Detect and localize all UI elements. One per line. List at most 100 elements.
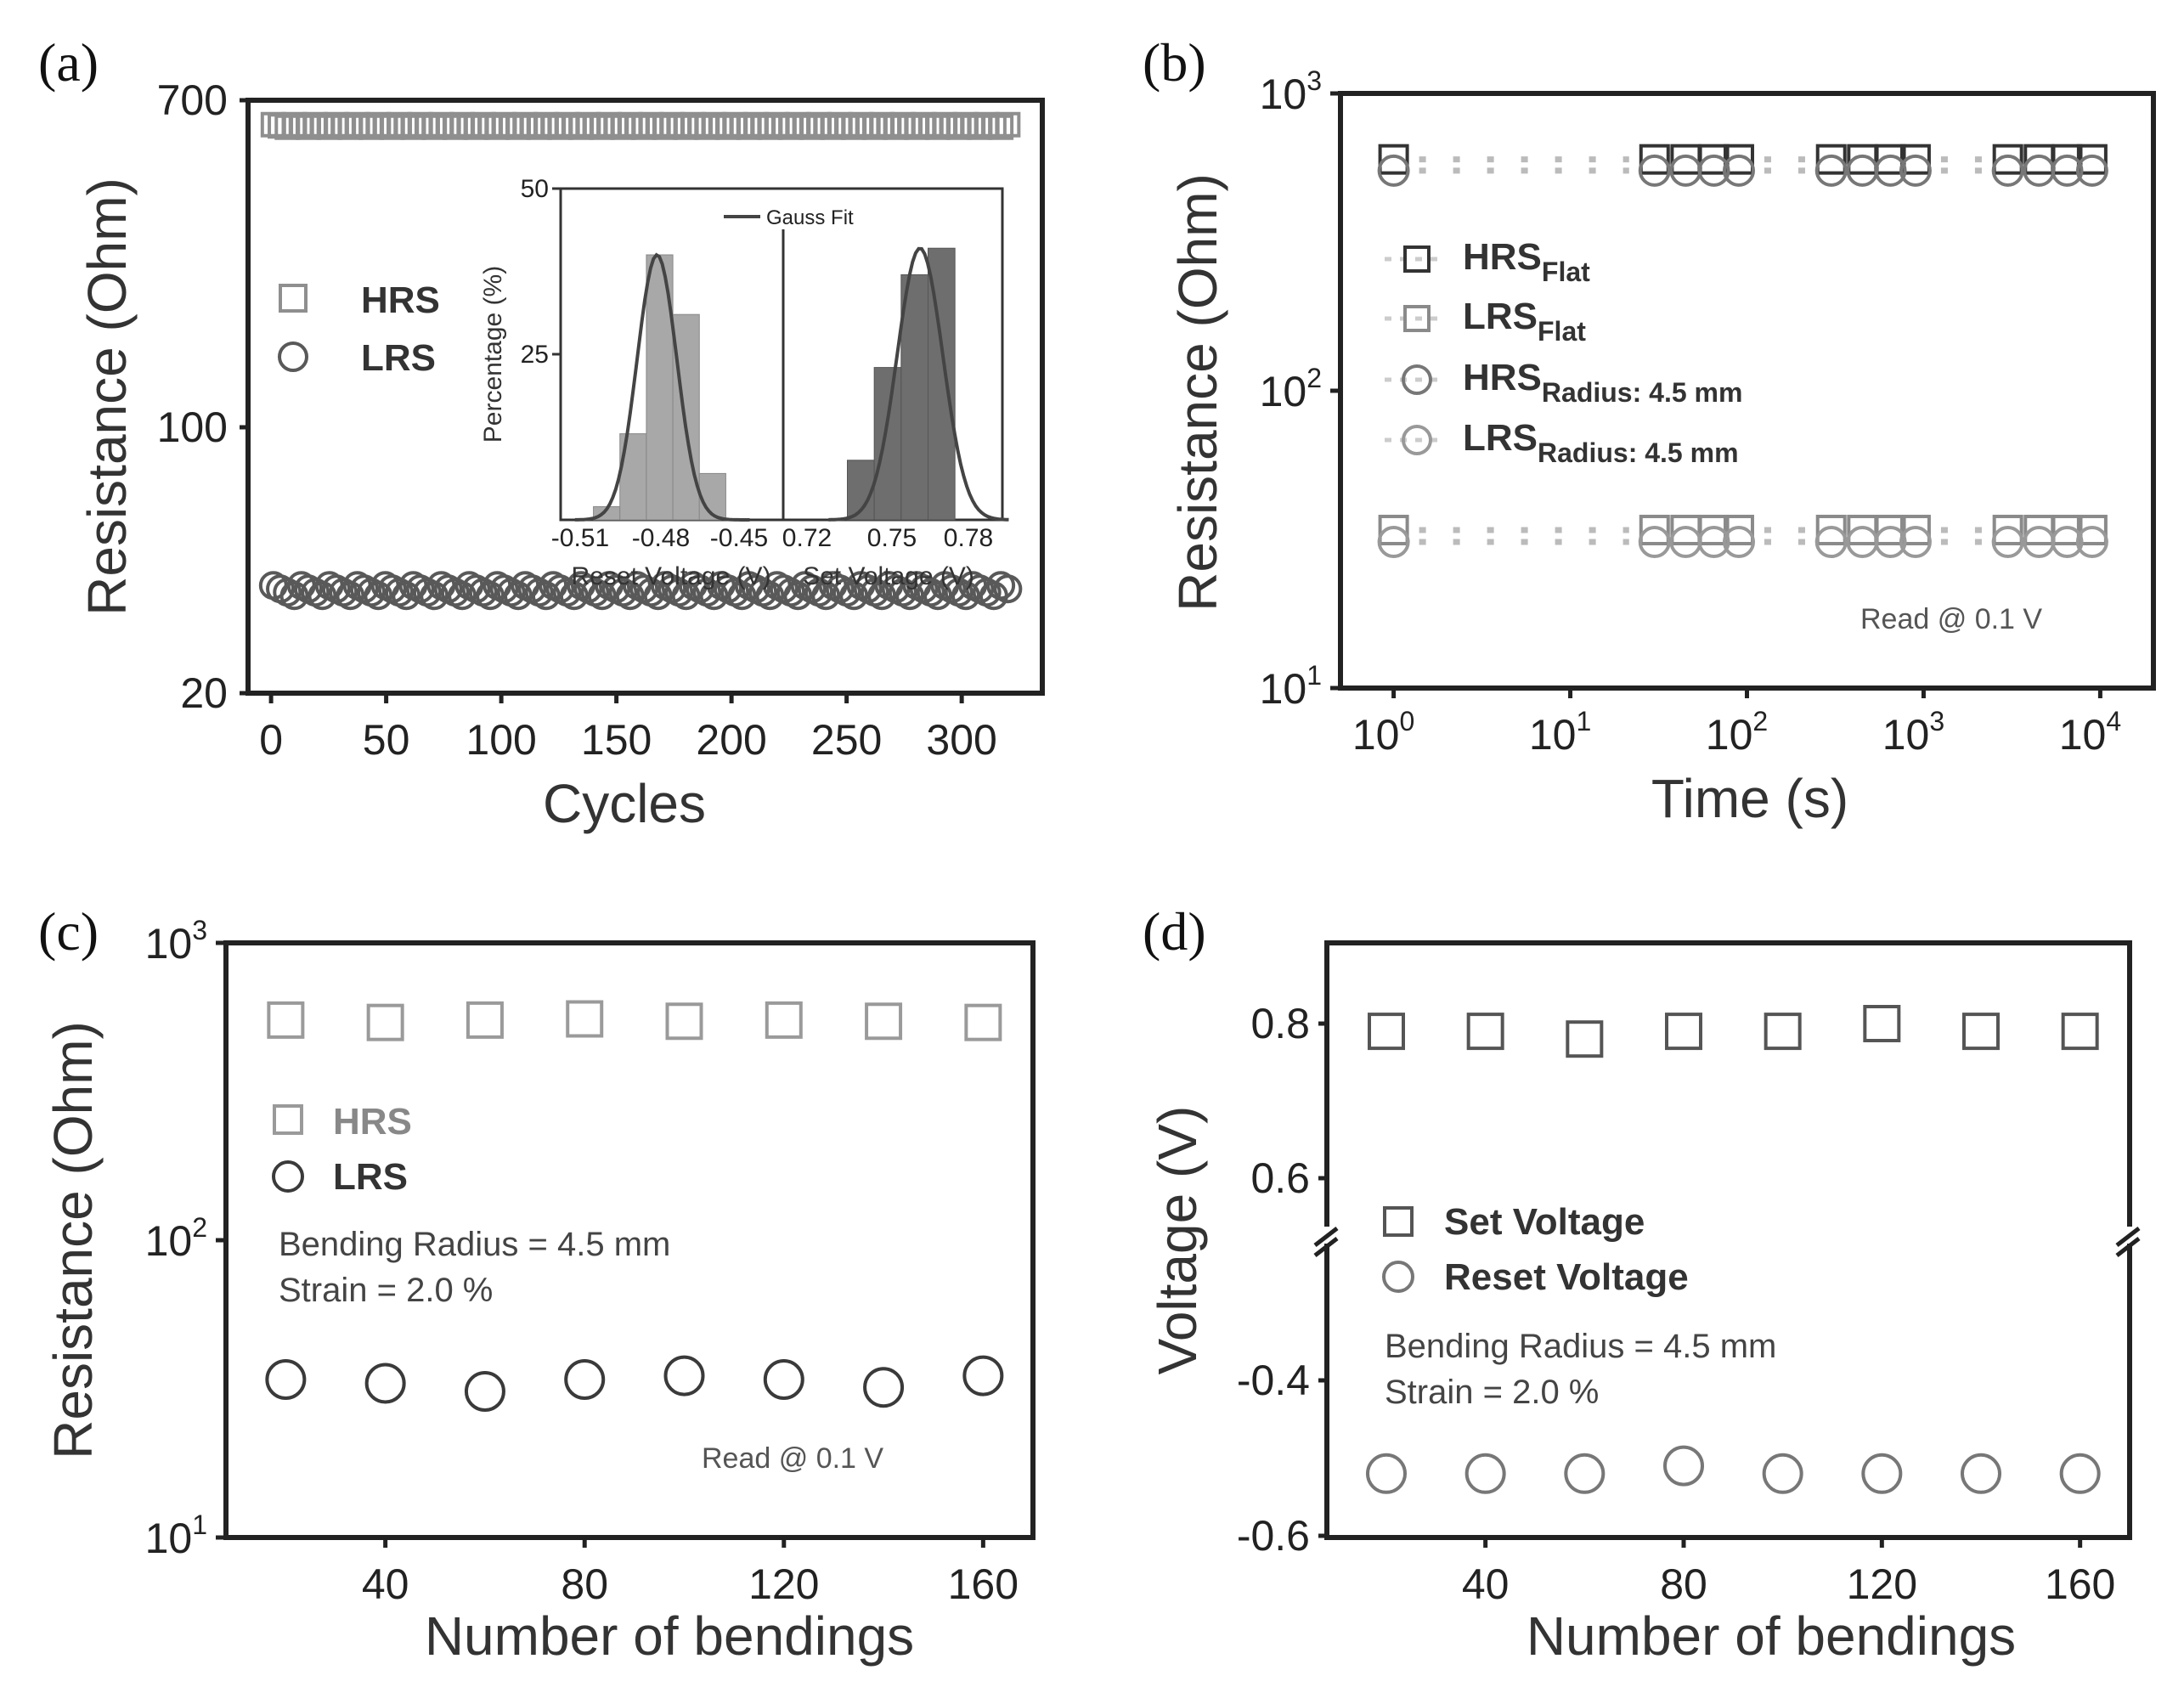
data-marker <box>1377 526 1410 559</box>
inset-xtick-label: 0.78 <box>944 524 993 552</box>
panel-a-xticks: 0 50 100 150 200 250 300 <box>259 693 997 764</box>
legend-circle-marker <box>1382 1261 1414 1293</box>
panel-a-legend: HRS LRS <box>278 279 440 379</box>
xtick-label: 100 <box>1352 706 1414 759</box>
inset-xtick-label: -0.51 <box>551 524 609 552</box>
hrs-marker <box>466 1001 504 1039</box>
xtick-label: 103 <box>1882 706 1944 759</box>
panel-c-bending-radius: Bending Radius = 4.5 mm <box>279 1226 670 1263</box>
xtick-label: 150 <box>581 716 652 764</box>
ytick-label: 0.6 <box>1250 1154 1310 1202</box>
xtick-label: 160 <box>948 1560 1019 1608</box>
reset-voltage-marker <box>1861 1453 1903 1494</box>
ytick-label: 20 <box>180 669 228 717</box>
panel-c-series <box>265 1000 1004 1413</box>
panel-c-read-annotation: Read @ 0.1 V <box>702 1442 883 1475</box>
data-marker <box>1377 154 1410 187</box>
xtick-label: 104 <box>2059 706 2121 759</box>
panel-d-series <box>1366 1005 2101 1494</box>
legend-marker <box>1402 425 1432 455</box>
panel-label-d: (d) <box>1143 901 1206 962</box>
legend-label: LRSRadius: 4.5 mm <box>1463 417 1739 468</box>
data-marker <box>2051 514 2083 545</box>
xtick-label: 120 <box>1847 1560 1917 1608</box>
data-marker <box>1815 514 1847 545</box>
data-marker <box>1638 526 1671 559</box>
legend-label: HRSRadius: 4.5 mm <box>1463 357 1742 408</box>
set-voltage-marker <box>1764 1013 1802 1051</box>
data-marker <box>1639 514 1670 545</box>
hrs-marker <box>665 1002 703 1041</box>
inset-gauss-fits <box>574 246 1009 522</box>
panel-b-xlabel: Time (s) <box>1651 768 1848 829</box>
data-marker <box>1874 154 1907 187</box>
data-marker <box>1723 514 1754 545</box>
data-marker <box>1638 154 1671 187</box>
lrs-marker <box>863 1367 905 1408</box>
lrs-marker <box>364 1363 406 1404</box>
hrs-marker <box>964 1003 1002 1041</box>
panel-b-connectors <box>1419 156 1983 545</box>
set-gauss-fit <box>828 246 1009 522</box>
ytick-label: 100 <box>157 403 228 451</box>
panel-b-series <box>1377 144 2108 559</box>
set-histogram-bar <box>900 274 929 521</box>
panel-c: (c) 101 102 103 40 80 120 160 Number of bendi… <box>38 901 1036 1667</box>
set-voltage-marker <box>1665 1013 1702 1051</box>
reset-voltage-marker <box>1663 1445 1704 1487</box>
panel-b-read-annotation: Read @ 0.1 V <box>1860 603 2042 635</box>
reset-gauss-fit <box>574 252 750 522</box>
set-voltage-marker <box>1566 1020 1604 1058</box>
data-marker <box>1899 154 1932 187</box>
data-marker <box>1875 514 1906 545</box>
panel-d-xlabel: Number of bendings <box>1527 1605 2016 1667</box>
ytick-label: 102 <box>145 1212 207 1265</box>
inset-bars <box>593 247 956 521</box>
data-marker <box>1992 514 2023 545</box>
legend-square-marker <box>279 284 308 313</box>
xtick-label: 200 <box>696 716 766 764</box>
panel-d: (d) 0.8 0.6 -0.4 -0.6 40 80 120 160 Number … <box>1143 901 2142 1667</box>
data-marker <box>1698 514 1730 545</box>
data-marker <box>1378 514 1409 545</box>
panel-b-legend: HRSFlat LRSFlat HRSRadius: 4.5 mm LRSRadius… <box>1385 236 1742 468</box>
xtick-label: 0 <box>259 716 283 764</box>
hrs-marker <box>988 114 1014 140</box>
panel-a: (a) 700 100 20 0 50 100 150 200 250 300 Cycles… <box>38 32 1045 834</box>
panel-a-yticks: 700 100 20 <box>157 76 248 717</box>
reset-voltage-marker <box>1366 1453 1407 1494</box>
xtick-label: 300 <box>926 716 996 764</box>
data-marker <box>1899 526 1932 559</box>
data-marker <box>1991 526 2024 559</box>
panel-c-strain: Strain = 2.0 % <box>279 1272 493 1309</box>
reset-voltage-marker <box>1564 1453 1606 1494</box>
panel-a-xlabel: Cycles <box>543 773 706 834</box>
panel-a-hrs-series <box>260 111 1021 140</box>
ytick-label: 103 <box>1260 65 1322 118</box>
xtick-label: 80 <box>1660 1560 1707 1608</box>
reset-voltage-marker <box>1464 1453 1506 1494</box>
data-marker <box>2075 526 2108 559</box>
inset-xtick-label: -0.45 <box>710 524 768 552</box>
reset-histogram-bar <box>672 313 700 521</box>
panel-b: (b) 101 102 103 100 101 102 103 104 Time (s) R… <box>1143 32 2156 829</box>
data-marker <box>1639 144 1670 175</box>
xtick-label: 80 <box>561 1560 608 1608</box>
set-voltage-marker <box>1962 1013 2000 1051</box>
legend-circle-marker <box>272 1160 304 1193</box>
panel-d-yticks: 0.8 0.6 -0.4 -0.6 <box>1237 1000 1327 1560</box>
panel-c-xlabel: Number of bendings <box>425 1605 914 1667</box>
panel-d-ylabel: Voltage (V) <box>1147 1106 1208 1375</box>
lrs-marker <box>265 1358 307 1400</box>
panel-d-axis-break <box>1313 1227 2142 1257</box>
legend-label-reset: Reset Voltage <box>1444 1256 1689 1298</box>
legend-marker <box>1403 305 1431 332</box>
inset-ylabel: Percentage (%) <box>479 266 507 443</box>
inset-ytick-label: 50 <box>521 175 549 203</box>
set-histogram-bar <box>873 367 902 521</box>
ytick-label: 0.8 <box>1250 1000 1310 1047</box>
inset-legend-label: Gauss Fit <box>766 206 854 229</box>
data-marker <box>2051 154 2084 187</box>
data-marker <box>1722 526 1755 559</box>
